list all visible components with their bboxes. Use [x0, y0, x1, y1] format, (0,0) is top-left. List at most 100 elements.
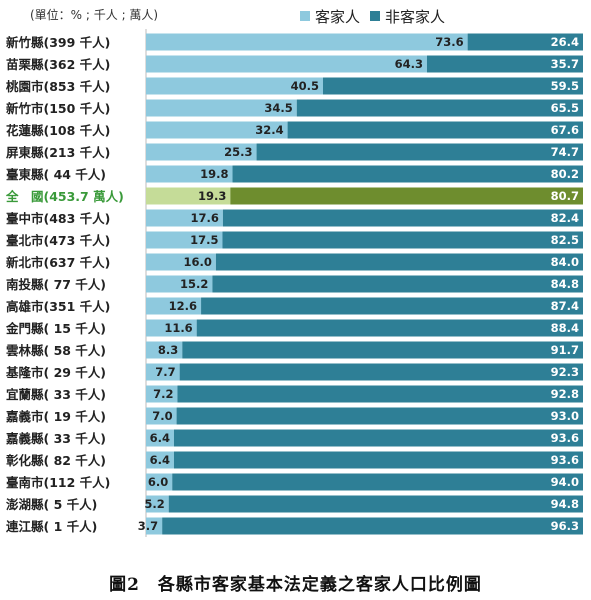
- data-label-hakka: 15.2: [180, 277, 208, 291]
- bar-non-hakka: [168, 495, 583, 513]
- data-label-hakka: 40.5: [291, 79, 319, 93]
- data-label-hakka: 25.3: [224, 145, 252, 159]
- bar-non-hakka: [296, 99, 583, 117]
- bar-non-hakka: [426, 55, 583, 73]
- chart-container: (單位：% ; 千人 ; 萬人) 客家人 非客家人 新竹縣(399 千人) 73.…: [5, 6, 584, 537]
- bar-hakka: [146, 253, 216, 271]
- data-label-hakka: 64.3: [395, 57, 423, 71]
- bar-hakka: [146, 407, 177, 425]
- data-label-non-hakka: 93.6: [551, 453, 579, 467]
- data-label-non-hakka: 92.8: [551, 387, 579, 401]
- data-label-non-hakka: 93.6: [551, 431, 579, 445]
- category-label: 花蓮縣(108 千人): [6, 123, 110, 138]
- category-label: 南投縣( 77 千人): [6, 277, 106, 292]
- category-label: 連江縣( 1 千人): [6, 519, 97, 534]
- data-label-hakka: 7.7: [155, 365, 175, 379]
- data-label-hakka: 11.6: [164, 321, 192, 335]
- bar-hakka: [146, 33, 468, 51]
- category-label: 彰化縣( 82 千人): [6, 453, 106, 468]
- data-label-non-hakka: 35.7: [551, 57, 579, 71]
- category-label: 澎湖縣( 5 千人): [6, 497, 97, 512]
- bar-hakka: [146, 319, 197, 337]
- bar-hakka: [146, 473, 173, 491]
- data-label-non-hakka: 80.2: [551, 167, 579, 181]
- data-label-non-hakka: 96.3: [551, 519, 579, 533]
- data-label-non-hakka: 88.4: [551, 321, 579, 335]
- category-label: 嘉義市( 19 千人): [5, 409, 106, 424]
- data-label-non-hakka: 93.0: [551, 409, 579, 423]
- category-label: 基隆市( 29 千人): [5, 365, 106, 380]
- bar-hakka: [146, 187, 231, 205]
- legend-swatch-non-hakka: [370, 11, 381, 21]
- data-label-non-hakka: 80.7: [551, 189, 579, 203]
- data-label-hakka: 73.6: [435, 35, 463, 49]
- bar-hakka: [146, 451, 174, 469]
- data-label-hakka: 16.0: [184, 255, 212, 269]
- bar-non-hakka: [177, 385, 584, 403]
- category-label: 苗栗縣(362 千人): [6, 57, 110, 72]
- category-label: 金門縣( 15 千人): [5, 321, 106, 336]
- data-label-hakka: 17.6: [191, 211, 219, 225]
- bar-hakka: [146, 385, 178, 403]
- bar-hakka: [146, 517, 163, 535]
- bar-non-hakka: [172, 473, 583, 491]
- data-label-non-hakka: 82.5: [551, 233, 579, 247]
- bar-hakka: [146, 231, 223, 249]
- legend-item-hakka: 客家人: [300, 6, 360, 27]
- bar-hakka: [146, 495, 169, 513]
- data-label-hakka: 3.7: [138, 519, 158, 533]
- category-label: 桃園市(853 千人): [6, 79, 110, 94]
- bar-hakka: [146, 55, 427, 73]
- bar-chart: 新竹縣(399 千人) 73.6 26.4 苗栗縣(362 千人) 64.3 35.7 桃園…: [5, 29, 584, 537]
- category-label: 新竹縣(399 千人): [6, 35, 110, 50]
- bar-non-hakka: [162, 517, 583, 535]
- bar-hakka: [146, 341, 183, 359]
- bar-non-hakka: [196, 319, 583, 337]
- category-label: 臺中市(483 千人): [6, 211, 110, 226]
- bar-non-hakka: [256, 143, 583, 161]
- bar-non-hakka: [176, 407, 583, 425]
- data-label-hakka: 6.4: [150, 453, 170, 467]
- data-label-non-hakka: 84.8: [551, 277, 579, 291]
- data-label-hakka: 19.8: [200, 167, 228, 181]
- bar-non-hakka: [222, 231, 583, 249]
- data-label-hakka: 6.0: [148, 475, 168, 489]
- category-label: 全 國(453.7 萬人): [5, 189, 124, 204]
- data-label-non-hakka: 91.7: [551, 343, 579, 357]
- category-label: 高雄市(351 千人): [6, 299, 110, 314]
- data-label-hakka: 32.4: [255, 123, 283, 137]
- legend-label-non-hakka: 非客家人: [385, 7, 446, 26]
- data-label-non-hakka: 94.0: [551, 475, 579, 489]
- data-label-non-hakka: 74.7: [551, 145, 579, 159]
- bar-non-hakka: [212, 275, 583, 293]
- bar-hakka: [146, 121, 288, 139]
- data-label-hakka: 7.2: [153, 387, 173, 401]
- category-label: 臺東縣( 44 千人): [6, 167, 106, 182]
- category-label: 新竹市(150 千人): [6, 101, 110, 116]
- bar-hakka: [146, 165, 233, 183]
- legend-swatch-hakka: [300, 11, 310, 21]
- bar-hakka: [146, 143, 257, 161]
- bar-non-hakka: [179, 363, 584, 381]
- data-label-non-hakka: 94.8: [551, 497, 579, 511]
- bar-non-hakka: [287, 121, 583, 139]
- bar-non-hakka: [222, 209, 584, 227]
- data-label-non-hakka: 59.5: [551, 79, 579, 93]
- data-label-non-hakka: 87.4: [551, 299, 579, 313]
- chart-legend: 客家人 非客家人: [300, 6, 455, 26]
- figure-caption: 圖2 各縣市客家基本法定義之客家人口比例圖: [109, 575, 482, 595]
- bar-non-hakka: [201, 297, 583, 315]
- bar-non-hakka: [173, 451, 583, 469]
- data-label-hakka: 8.3: [158, 343, 178, 357]
- bar-non-hakka: [215, 253, 584, 271]
- legend-item-non-hakka: 非客家人: [370, 6, 445, 27]
- bar-hakka: [146, 209, 223, 227]
- data-label-hakka: 34.5: [264, 101, 292, 115]
- data-label-hakka: 5.2: [144, 497, 164, 511]
- data-label-non-hakka: 82.4: [551, 211, 579, 225]
- bar-hakka: [146, 297, 202, 315]
- category-label: 雲林縣( 58 千人): [6, 343, 106, 358]
- data-label-non-hakka: 65.5: [551, 101, 579, 115]
- data-label-non-hakka: 84.0: [551, 255, 579, 269]
- bar-non-hakka: [173, 429, 583, 447]
